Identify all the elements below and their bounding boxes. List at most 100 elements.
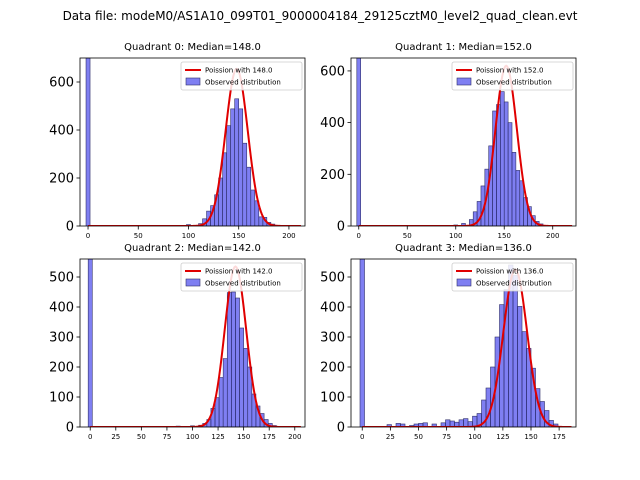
y-tick-label: 500 [320,271,345,286]
histogram-bar [499,304,505,427]
legend-observed-swatch [185,77,201,86]
poisson-curve [88,67,301,226]
histogram-bar [503,101,509,226]
histogram-bar-zero [85,58,91,226]
histogram-bar [521,331,527,427]
histogram-bar [226,292,232,427]
legend: Poission with 148.0 Observed distribution [180,61,303,91]
plot-area [356,58,573,226]
histogram-bar [238,108,244,226]
y-tick-label: 400 [49,301,74,316]
subplot-title: Quadrant 0: Median=148.0 [124,42,261,53]
histogram-bar [234,98,240,226]
axes-frame [79,57,306,227]
subplot-quadrant-2: Quadrant 2: Median=142.0 0 25 50 75 100 125 150… [49,243,306,441]
x-tick-label: 200 [546,232,559,240]
histogram-bar [485,387,491,427]
x-tick-label: 150 [232,232,245,240]
histogram-bar [243,348,249,427]
histogram-bar-zero [359,259,365,427]
y-tick-label: 0 [337,220,345,235]
subplot-quadrant-1: Quadrant 1: Median=152.0 0 50 100 150 200 0 200… [320,42,577,240]
legend-observed-swatch [456,77,472,86]
y-tick-label: 0 [337,421,345,436]
legend-box [451,262,574,292]
x-tick-label: 175 [552,433,565,441]
legend-box [180,262,303,292]
histogram-bar [511,152,517,226]
y-tick-label: 100 [320,391,345,406]
plot-area [85,58,301,226]
legend-observed-label: Observed distribution [476,79,552,87]
histogram-bar [222,152,227,226]
histogram-bar [250,189,256,226]
histogram-bar [222,358,228,427]
histogram-bar [461,223,466,226]
x-tick-label: 100 [449,232,462,240]
y-tick-label: 600 [320,64,345,79]
x-tick-label: 0 [88,433,92,441]
histogram-bar [218,377,224,427]
subplot-title: Quadrant 3: Median=136.0 [395,243,532,254]
legend-box [180,61,303,91]
x-tick-label: 25 [386,433,395,441]
legend-poisson-label: Poission with 152.0 [476,67,544,75]
y-tick-label: 300 [49,331,74,346]
histogram-bar [519,180,524,226]
x-tick-label: 0 [360,433,364,441]
histogram-bar [458,419,464,427]
axes-frame [350,258,577,428]
histogram-bar [235,297,240,427]
y-tick-label: 200 [320,168,345,183]
x-tick-label: 100 [186,433,199,441]
histogram-bar-zero [87,259,93,427]
y-tick-label: 0 [66,421,74,436]
legend-observed-label: Observed distribution [205,79,281,87]
y-tick-label: 200 [49,172,74,187]
x-tick-label: 100 [468,433,481,441]
x-tick-label: 200 [288,433,301,441]
x-tick-label: 125 [211,433,224,441]
histogram-bar [254,200,260,226]
x-tick-label: 50 [137,433,146,441]
x-tick-label: 125 [496,433,509,441]
histogram-bar [386,424,392,427]
subplot-quadrant-0: Quadrant 0: Median=148.0 0 50 100 150 200 0 200… [49,42,306,240]
histogram-bar [500,91,505,226]
histogram-bar [507,122,513,226]
y-tick-label: 200 [49,361,74,376]
legend-poisson-label: Poission with 148.0 [205,67,273,75]
y-tick-label: 400 [49,124,74,139]
legend-observed-label: Observed distribution [476,280,552,288]
histogram-bar [431,423,437,427]
x-tick-label: 50 [134,232,143,240]
y-tick-label: 300 [320,331,345,346]
histogram-bar [242,142,248,226]
x-tick-label: 150 [498,232,511,240]
y-tick-label: 400 [320,301,345,316]
histogram-bar [515,170,521,226]
y-tick-label: 600 [49,76,74,91]
histogram-bar [231,291,236,427]
histogram-bar-zero [356,58,361,226]
y-tick-label: 400 [320,116,345,131]
legend: Poission with 152.0 Observed distribution [451,61,574,91]
y-tick-label: 100 [49,391,74,406]
legend-box [451,61,574,91]
histogram-bar [226,125,231,226]
x-tick-label: 100 [182,232,195,240]
histogram-bar [239,327,244,427]
histogram-bar [445,419,451,427]
legend: Poission with 136.0 Observed distribution [451,262,574,292]
histogram-bar [246,166,252,226]
x-tick-label: 175 [263,433,276,441]
figure-suptitle: Data file: modeM0/AS1A10_099T01_90000041… [63,9,578,23]
x-tick-label: 0 [86,232,90,240]
y-tick-label: 200 [320,361,345,376]
legend-poisson-label: Poission with 136.0 [476,268,544,276]
legend-observed-label: Observed distribution [205,280,281,288]
x-tick-label: 75 [162,433,171,441]
x-tick-label: 200 [282,232,295,240]
x-tick-label: 50 [403,232,412,240]
